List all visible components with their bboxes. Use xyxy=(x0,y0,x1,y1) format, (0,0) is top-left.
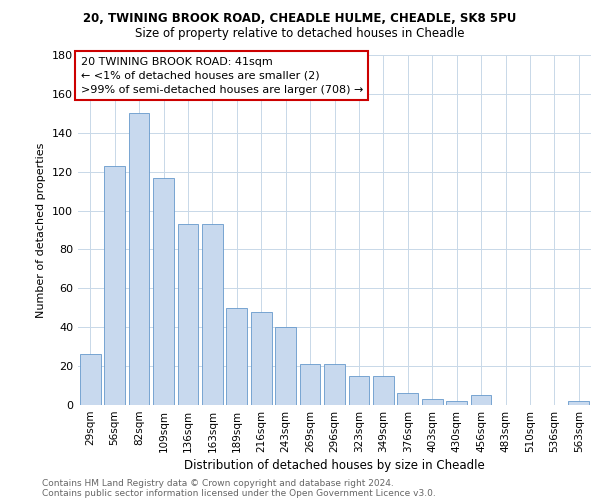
Bar xyxy=(422,399,443,405)
Text: 20, TWINING BROOK ROAD, CHEADLE HULME, CHEADLE, SK8 5PU: 20, TWINING BROOK ROAD, CHEADLE HULME, C… xyxy=(83,12,517,26)
Text: Size of property relative to detached houses in Cheadle: Size of property relative to detached ho… xyxy=(135,28,465,40)
Bar xyxy=(251,312,272,405)
Bar xyxy=(299,364,320,405)
Y-axis label: Number of detached properties: Number of detached properties xyxy=(37,142,46,318)
Bar xyxy=(446,401,467,405)
Bar xyxy=(202,224,223,405)
Bar xyxy=(373,376,394,405)
Text: Contains public sector information licensed under the Open Government Licence v3: Contains public sector information licen… xyxy=(42,488,436,498)
Text: Contains HM Land Registry data © Crown copyright and database right 2024.: Contains HM Land Registry data © Crown c… xyxy=(42,478,394,488)
Bar xyxy=(349,376,370,405)
Bar xyxy=(104,166,125,405)
Text: 20 TWINING BROOK ROAD: 41sqm
← <1% of detached houses are smaller (2)
>99% of se: 20 TWINING BROOK ROAD: 41sqm ← <1% of de… xyxy=(80,57,363,95)
Bar xyxy=(324,364,345,405)
Bar xyxy=(397,394,418,405)
Bar xyxy=(153,178,174,405)
Bar xyxy=(80,354,101,405)
Bar xyxy=(226,308,247,405)
Bar xyxy=(128,114,149,405)
X-axis label: Distribution of detached houses by size in Cheadle: Distribution of detached houses by size … xyxy=(184,459,485,472)
Bar xyxy=(568,401,589,405)
Bar xyxy=(275,327,296,405)
Bar xyxy=(470,396,491,405)
Bar xyxy=(178,224,199,405)
